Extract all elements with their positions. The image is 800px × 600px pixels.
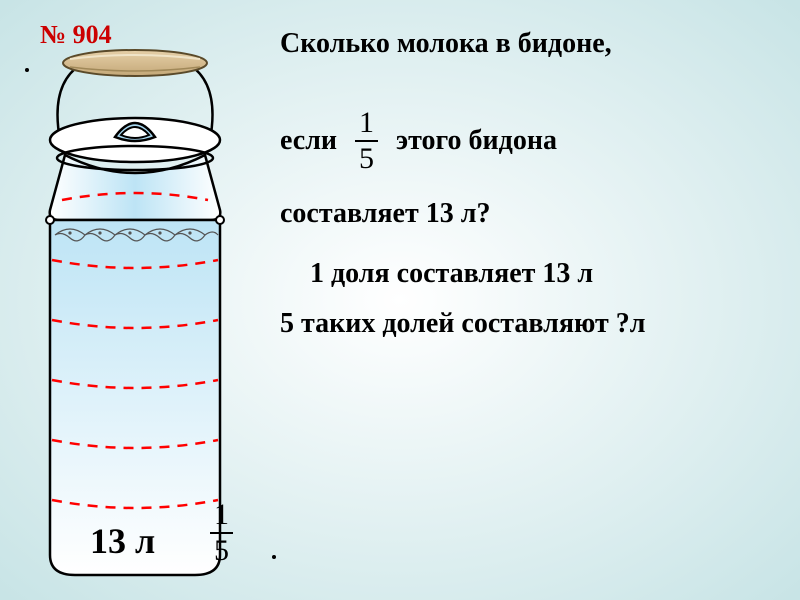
fraction-main-den: 5	[355, 142, 378, 174]
line2-pre: если	[280, 125, 337, 157]
problem-number: № 904	[40, 20, 112, 50]
fraction-main-num: 1	[355, 108, 378, 140]
fraction-bottom-wrap: 1 5	[210, 500, 233, 566]
bottom-label: 13 л	[90, 520, 155, 562]
line-4: 1 доля составляет 13 л	[310, 258, 593, 290]
corner-dot	[272, 555, 276, 559]
fraction-bottom-num: 1	[210, 500, 233, 532]
line2-post: этого бидона	[396, 125, 557, 157]
line-3: составляет 13 л?	[280, 198, 490, 230]
line-5: 5 таких долей составляют ?л	[280, 308, 645, 340]
line-2: если 1 5 этого бидона	[280, 108, 557, 174]
fraction-bottom-den: 5	[210, 534, 233, 566]
corner-dot	[25, 68, 29, 72]
fraction-main: 1 5	[355, 108, 378, 174]
title-text: Сколько молока в бидоне,	[280, 28, 612, 60]
fraction-bottom: 1 5	[210, 500, 233, 566]
